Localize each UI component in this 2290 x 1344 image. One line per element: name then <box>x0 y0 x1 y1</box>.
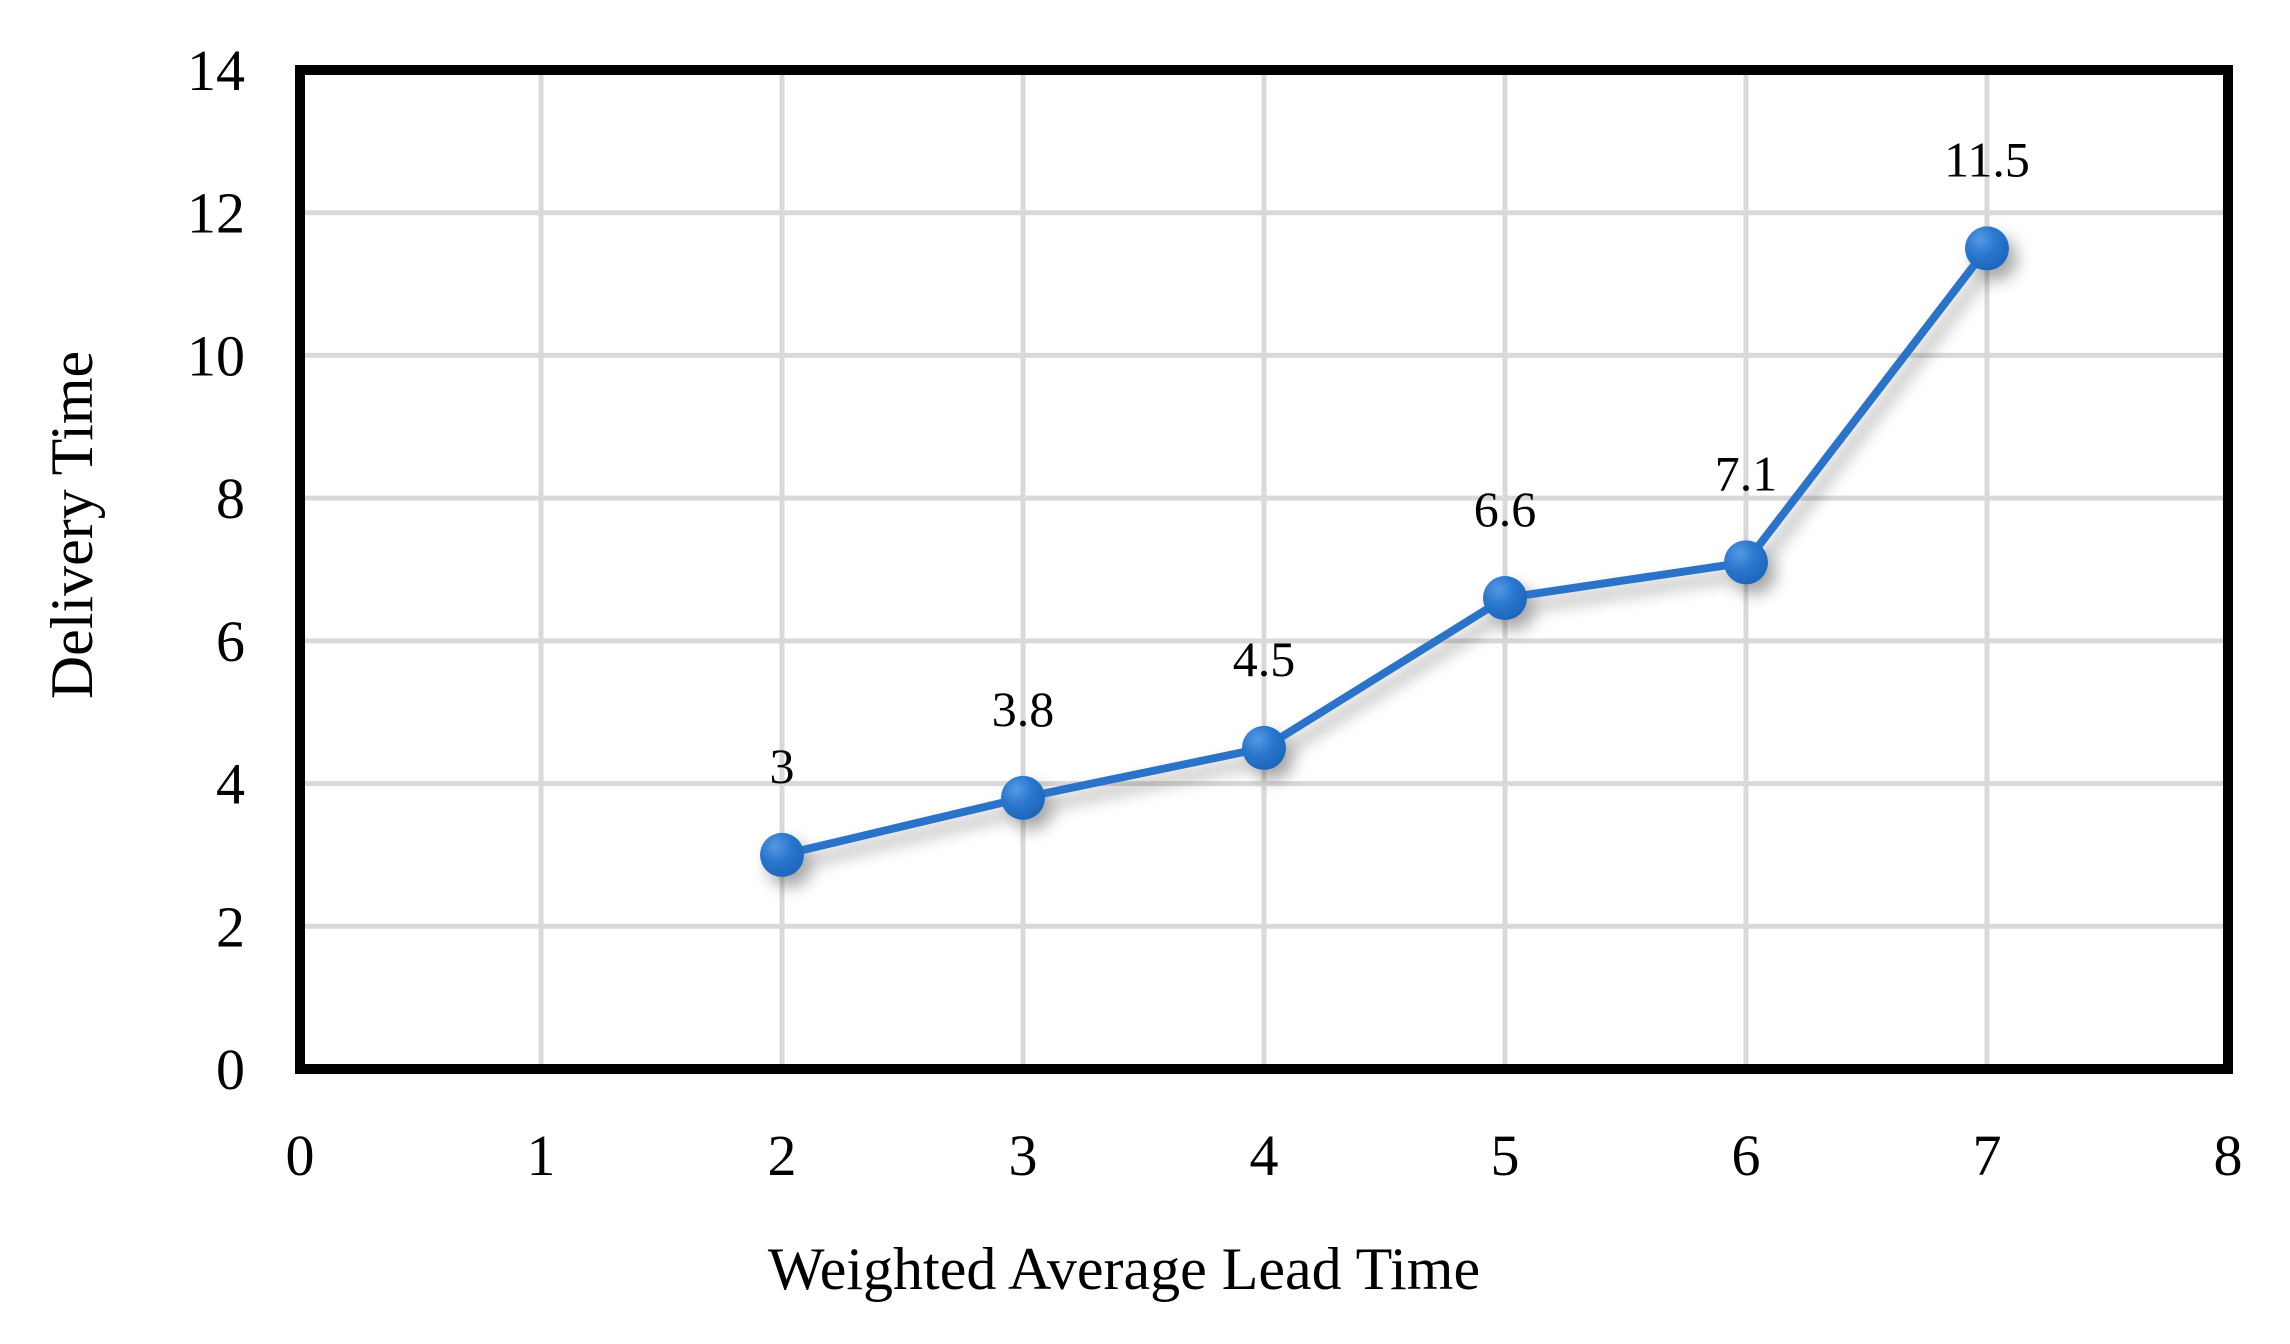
x-tick-label: 0 <box>286 1123 315 1188</box>
data-point-label: 3 <box>770 738 795 794</box>
x-tick-label: 1 <box>527 1123 556 1188</box>
y-axis-title: Delivery Time <box>39 350 105 700</box>
data-point-marker <box>1483 576 1527 621</box>
data-point-marker <box>1965 226 2009 271</box>
plot-border <box>295 65 2233 1074</box>
data-point-marker <box>760 832 804 877</box>
data-point-marker <box>1001 775 1045 820</box>
y-tick-label: 6 <box>216 609 245 674</box>
x-tick-label: 5 <box>1491 1123 1520 1188</box>
data-series <box>760 226 2009 877</box>
y-tick-label: 2 <box>216 894 245 959</box>
y-tick-label: 8 <box>216 466 245 531</box>
data-point-marker <box>1242 725 1286 770</box>
y-tick-label: 10 <box>187 323 245 388</box>
data-point-label: 4.5 <box>1233 631 1296 687</box>
x-tick-label: 8 <box>2214 1123 2243 1188</box>
plot-border-rect <box>295 65 2233 1074</box>
data-point-marker <box>1724 540 1768 585</box>
gridlines <box>300 70 2228 1069</box>
x-tick-label: 6 <box>1732 1123 1761 1188</box>
series-line <box>778 244 1991 859</box>
y-tick-label: 4 <box>216 752 245 817</box>
data-point-label: 11.5 <box>1944 131 2030 187</box>
data-point-label: 7.1 <box>1715 445 1778 501</box>
y-tick-label: 0 <box>216 1037 245 1102</box>
x-axis-title: Weighted Average Lead Time <box>767 1236 1481 1302</box>
x-tick-label: 7 <box>1973 1123 2002 1188</box>
data-point-label: 6.6 <box>1474 481 1537 537</box>
x-tick-label: 2 <box>768 1123 797 1188</box>
data-point-label: 3.8 <box>992 681 1055 737</box>
y-tick-label: 14 <box>187 38 245 103</box>
data-labels: 3 3.8 4.5 6.6 7.1 11.5 <box>770 131 2030 794</box>
x-tick-label: 4 <box>1250 1123 1279 1188</box>
x-tick-label: 3 <box>1009 1123 1038 1188</box>
y-tick-label: 12 <box>187 181 245 246</box>
